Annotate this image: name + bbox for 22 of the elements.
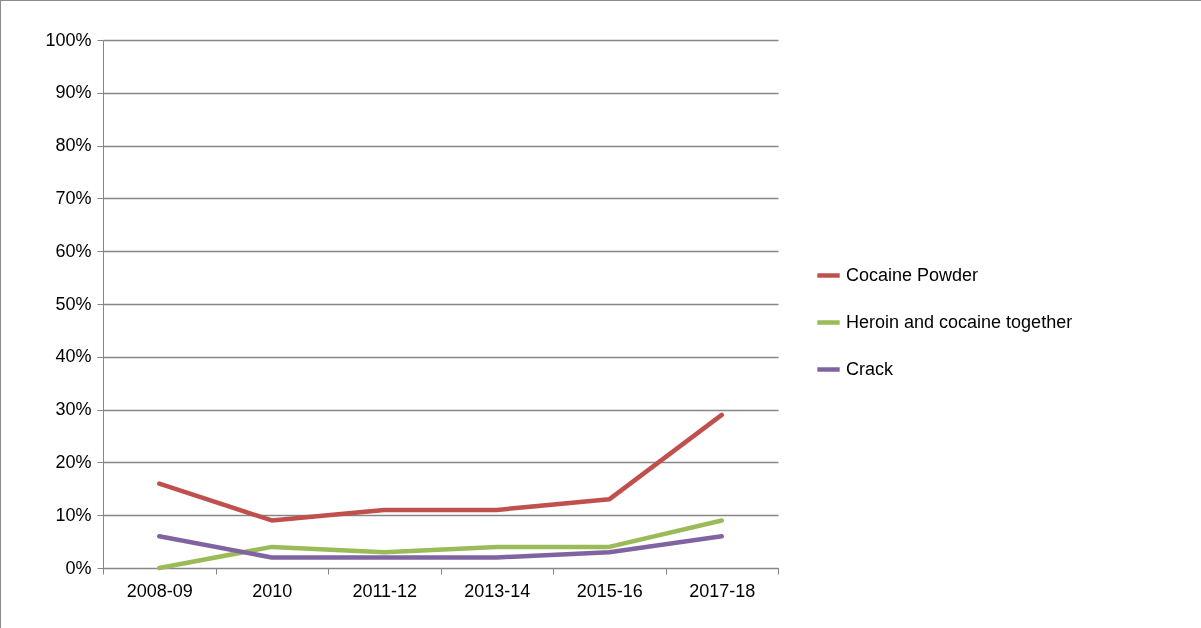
line-series — [157, 412, 724, 523]
legend-label: Crack — [846, 358, 894, 379]
x-tick-label: 2010 — [252, 580, 293, 601]
legend-label: Cocaine Powder — [846, 264, 979, 285]
x-tick-label: 2017-18 — [689, 580, 756, 601]
y-tick-label: 100% — [45, 29, 92, 50]
y-tick-label: 50% — [55, 293, 92, 314]
legend-label: Heroin and cocaine together — [846, 311, 1073, 332]
y-tick-label: 0% — [65, 557, 92, 578]
y-tick-label: 60% — [55, 240, 92, 261]
y-tick-label: 40% — [55, 346, 92, 367]
x-tick-label: 2008-09 — [126, 580, 193, 601]
y-tick-label: 20% — [55, 451, 92, 472]
x-tick-label: 2015-16 — [576, 580, 643, 601]
y-tick-label: 70% — [55, 187, 92, 208]
x-tick-label: 2013-14 — [464, 580, 531, 601]
line-series — [157, 518, 724, 571]
y-tick-label: 90% — [55, 82, 92, 103]
y-tick-label: 30% — [55, 399, 92, 420]
x-tick-label: 2011-12 — [352, 580, 418, 601]
y-tick-label: 80% — [55, 135, 92, 156]
y-tick-label: 10% — [55, 504, 92, 525]
